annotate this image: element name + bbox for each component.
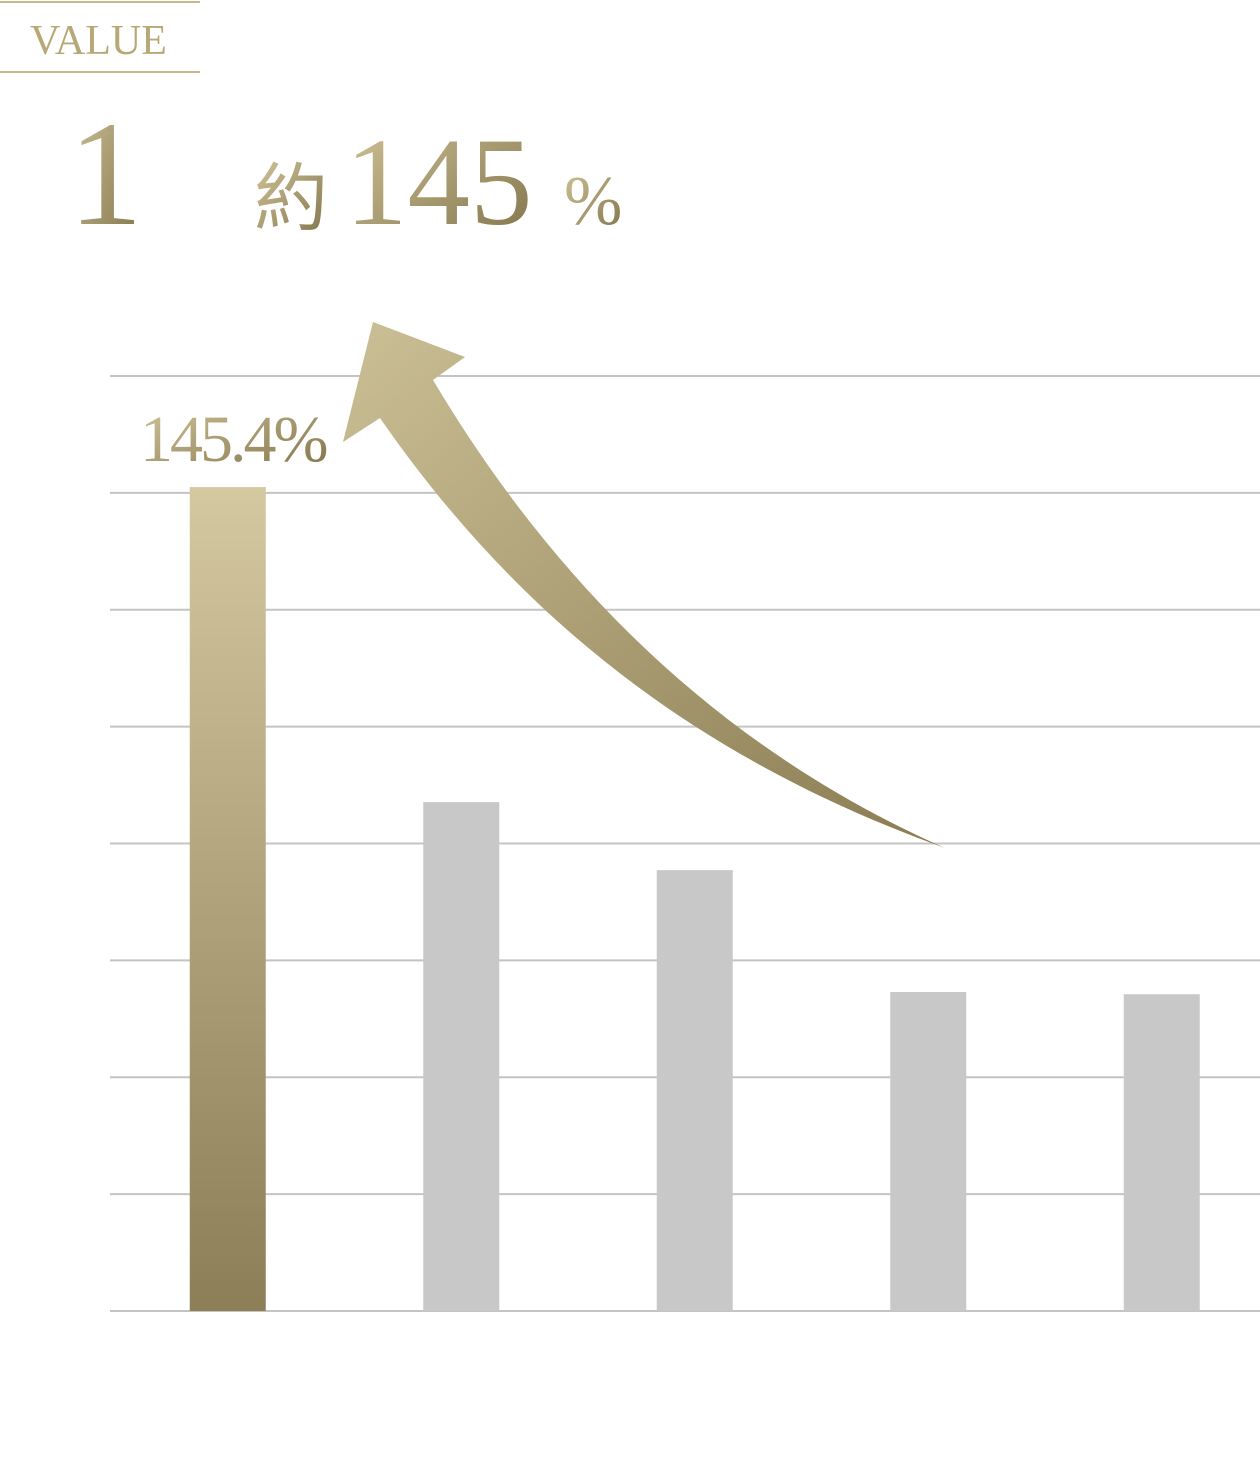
growth-arrow [343, 322, 945, 848]
headline-value: 145 [345, 114, 533, 252]
headline-prefix: 約 [254, 159, 328, 241]
bar [890, 991, 967, 1311]
bar [423, 802, 500, 1311]
bar [189, 487, 266, 1312]
bar [656, 870, 733, 1311]
value-label: 145.4% [140, 403, 327, 476]
section-label: VALUE [30, 18, 167, 64]
section-number: 1 [68, 91, 143, 257]
bar [1123, 994, 1200, 1311]
bars: 145.4% [140, 403, 1200, 1312]
headline-unit: % [564, 163, 622, 240]
